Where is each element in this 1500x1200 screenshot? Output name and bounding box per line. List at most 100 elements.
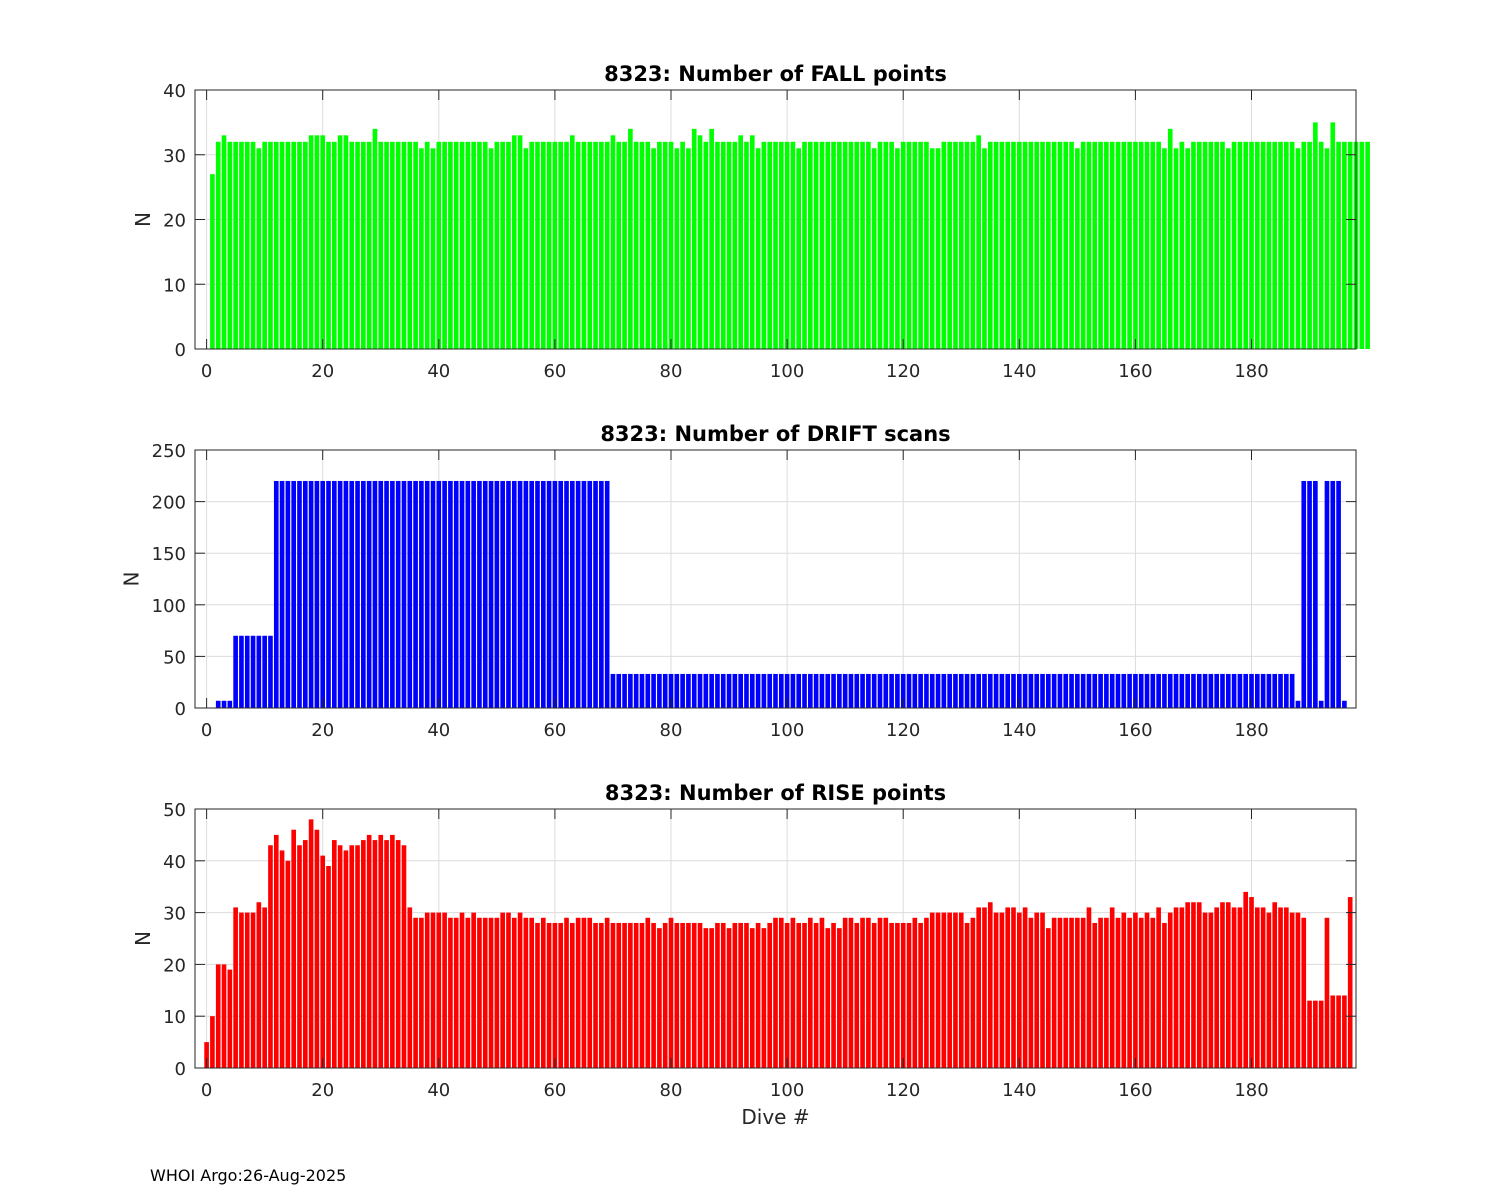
bar xyxy=(378,834,384,1068)
bar xyxy=(430,912,436,1068)
bar xyxy=(1051,673,1057,708)
chart-title: 8323: Number of FALL points xyxy=(604,62,947,86)
bar xyxy=(1330,122,1336,350)
bar xyxy=(419,480,424,708)
bar xyxy=(256,635,262,708)
bar xyxy=(668,141,674,349)
bar xyxy=(1237,141,1243,349)
bar xyxy=(744,141,749,349)
bar xyxy=(326,141,331,349)
bar xyxy=(1284,907,1289,1068)
bar xyxy=(320,480,326,708)
bar xyxy=(459,141,465,349)
bar xyxy=(1034,141,1040,349)
bar xyxy=(1121,912,1127,1068)
bar xyxy=(1313,480,1318,708)
bar xyxy=(1167,912,1173,1068)
bar xyxy=(273,834,279,1068)
bar xyxy=(1109,141,1115,349)
bar xyxy=(540,917,546,1068)
bar xyxy=(976,135,981,349)
bar xyxy=(285,480,291,708)
bar xyxy=(1208,141,1214,349)
bar xyxy=(1173,148,1179,349)
bar xyxy=(1162,148,1167,349)
bar xyxy=(1185,673,1190,708)
bar xyxy=(1138,673,1144,708)
bar xyxy=(477,917,482,1068)
bar xyxy=(709,928,714,1068)
bar xyxy=(680,922,685,1068)
bar xyxy=(564,917,569,1068)
bar xyxy=(790,673,796,708)
bar xyxy=(848,673,854,708)
bar xyxy=(773,917,778,1068)
x-tick-label: 20 xyxy=(311,1080,334,1101)
bar xyxy=(778,673,784,708)
bar xyxy=(482,141,488,349)
x-tick-label: 60 xyxy=(543,1080,566,1101)
bar xyxy=(361,840,366,1068)
bar xyxy=(517,480,523,708)
bar xyxy=(604,141,610,349)
bar xyxy=(1237,673,1243,708)
y-tick-label: 200 xyxy=(152,493,186,514)
bar xyxy=(268,845,273,1068)
bar xyxy=(633,141,639,349)
bar xyxy=(587,141,593,349)
bar xyxy=(593,922,598,1068)
bar xyxy=(523,917,529,1068)
bar xyxy=(506,141,511,349)
bar xyxy=(732,673,738,708)
bar xyxy=(326,480,331,708)
chart-2: 0 20 40 60 80 100 120 140 160 180 0 50 100 150 200 250 8… xyxy=(120,422,1357,741)
bar xyxy=(802,673,807,708)
bar xyxy=(1069,141,1074,349)
y-tick-label: 10 xyxy=(163,1007,186,1028)
bar xyxy=(1092,922,1098,1068)
x-tick-label: 140 xyxy=(1002,720,1036,741)
bar xyxy=(1243,673,1249,708)
bar xyxy=(871,922,877,1068)
bar xyxy=(616,922,622,1068)
x-tick-label: 180 xyxy=(1234,361,1268,382)
bar xyxy=(355,480,360,708)
bar xyxy=(645,141,651,349)
bar xyxy=(1075,917,1080,1068)
bar xyxy=(1289,141,1295,349)
bar xyxy=(1104,141,1109,349)
bar xyxy=(761,141,767,349)
bar xyxy=(918,141,923,349)
bar xyxy=(343,480,349,708)
bar xyxy=(645,917,651,1068)
bar xyxy=(691,922,697,1068)
bar xyxy=(709,128,714,349)
bar xyxy=(297,480,302,708)
bar xyxy=(796,148,802,349)
bar xyxy=(279,141,285,349)
bar xyxy=(233,635,238,708)
bar xyxy=(1080,917,1086,1068)
bar xyxy=(511,917,517,1068)
bar xyxy=(494,917,500,1068)
bar xyxy=(540,141,546,349)
x-tick-label: 40 xyxy=(427,361,450,382)
bar xyxy=(982,907,987,1068)
bar xyxy=(1138,917,1144,1068)
bar xyxy=(1260,907,1266,1068)
bar xyxy=(900,141,906,349)
bar xyxy=(767,141,773,349)
bar xyxy=(1075,673,1080,708)
bar xyxy=(1231,907,1237,1068)
bar xyxy=(413,917,418,1068)
bar xyxy=(1342,141,1347,349)
bar xyxy=(941,141,947,349)
bar xyxy=(604,480,610,708)
bar xyxy=(1133,673,1138,708)
bar xyxy=(790,917,796,1068)
bar xyxy=(268,635,273,708)
bar xyxy=(593,480,598,708)
x-tick-label: 60 xyxy=(543,361,566,382)
bar xyxy=(395,480,401,708)
x-tick-label: 140 xyxy=(1002,361,1036,382)
